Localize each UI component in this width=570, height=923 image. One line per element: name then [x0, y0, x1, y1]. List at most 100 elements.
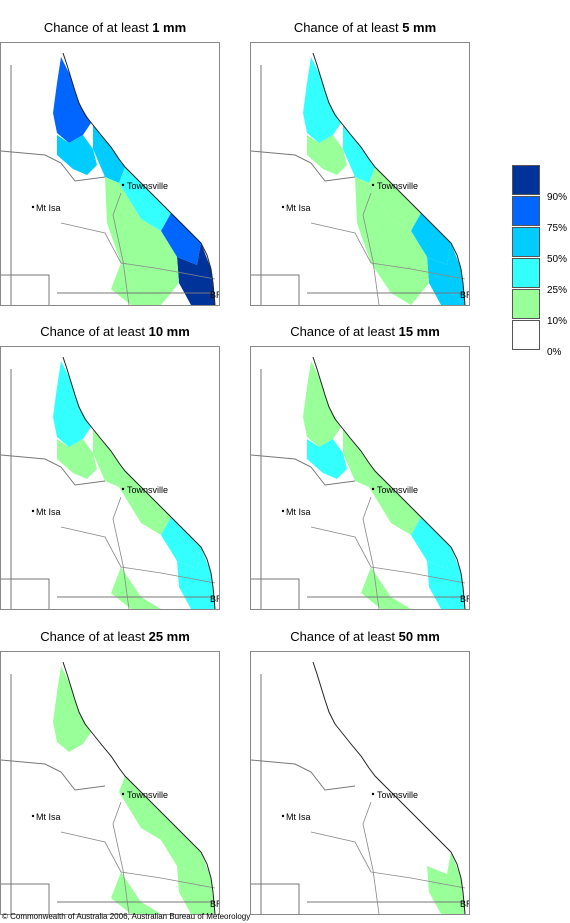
mt-isa-label: Mt Isa — [286, 812, 311, 822]
townsville-label: Townsville — [377, 485, 418, 495]
border-line — [251, 759, 356, 791]
rainfall-region-capricornia — [161, 517, 201, 569]
rainfall-region-wide-bay — [177, 852, 215, 914]
townsville-label: Townsville — [127, 485, 168, 495]
townsville-marker — [121, 183, 125, 187]
rainfall-region-cape-york — [53, 57, 91, 143]
panel-title: Chance of at least 5 mm — [293, 20, 437, 35]
district-line — [60, 526, 216, 584]
district-line — [112, 192, 130, 305]
district-line — [60, 831, 216, 889]
legend-label-50: 50% — [547, 254, 568, 265]
mt-isa-label: Mt Isa — [286, 507, 311, 517]
rainfall-region-inland-south — [361, 567, 411, 609]
border-line — [251, 454, 356, 486]
rainfall-region-tropical-coast — [93, 429, 125, 487]
townsville-marker — [371, 183, 375, 187]
rainfall-region-inland-central — [355, 177, 429, 305]
legend-label-0: 0% — [547, 347, 562, 358]
mt-isa-label: Mt Isa — [36, 812, 61, 822]
border-line — [251, 578, 300, 609]
district-line — [310, 222, 466, 280]
rainfall-region-capricornia — [411, 213, 451, 265]
mt-isa-marker — [281, 814, 285, 818]
mt-isa-marker — [31, 205, 35, 209]
rainfall-map: Townsville Mt Isa BRIS — [0, 42, 220, 306]
mt-isa-marker — [281, 205, 285, 209]
rainfall-region-gulf-east — [57, 439, 97, 479]
coastline — [312, 52, 466, 305]
rainfall-region-capricornia — [411, 517, 451, 569]
copyright-notice: © Commonwealth of Australia 2006, Austra… — [2, 912, 251, 921]
townsville-label: Townsville — [127, 790, 168, 800]
rainfall-region-wide-bay — [427, 852, 465, 914]
rainfall-map: Townsville Mt Isa BRIS — [0, 346, 220, 610]
rainfall-region-inland-south — [111, 872, 161, 914]
coastline — [62, 52, 216, 305]
district-line — [112, 496, 130, 609]
map-svg: Townsville Mt Isa BRIS — [251, 52, 469, 305]
legend-label-75: 75% — [547, 223, 568, 234]
district-line — [112, 801, 130, 914]
mt-isa-label: Mt Isa — [286, 203, 311, 213]
panel-title: Chance of at least 10 mm — [40, 324, 190, 339]
mt-isa-label: Mt Isa — [36, 203, 61, 213]
border-line — [1, 150, 106, 182]
rainfall-region-tropical-coast — [343, 125, 375, 183]
brisbane-label: BRIS — [460, 594, 469, 604]
rainfall-region-wide-bay — [427, 547, 465, 609]
mt-isa-label: Mt Isa — [36, 507, 61, 517]
coastline — [312, 661, 466, 914]
coastline — [62, 356, 216, 609]
legend-swatch-10 — [512, 289, 540, 319]
legend-label-10: 10% — [547, 316, 568, 327]
rainfall-region-wide-bay — [177, 243, 215, 305]
district-line — [60, 222, 216, 280]
rainfall-region-inland-central — [105, 177, 179, 305]
border-line — [1, 274, 50, 305]
rainfall-region-central-coast — [119, 776, 171, 840]
townsville-marker — [371, 792, 375, 796]
rainfall-region-gulf-east — [57, 135, 97, 175]
coastline — [312, 356, 466, 609]
map-svg: Townsville Mt Isa BRIS — [251, 356, 469, 609]
panel-title: Chance of at least 15 mm — [290, 324, 440, 339]
rainfall-region-capricornia — [161, 213, 201, 265]
townsville-marker — [121, 487, 125, 491]
townsville-marker — [121, 792, 125, 796]
townsville-label: Townsville — [127, 181, 168, 191]
rainfall-region-cape-york — [53, 666, 91, 752]
brisbane-label: BRIS — [210, 899, 219, 909]
rainfall-map: Townsville Mt Isa BRIS — [250, 346, 470, 610]
rainfall-region-cape-york — [53, 361, 91, 447]
rainfall-map: Townsville Mt Isa BRIS — [250, 42, 470, 306]
border-line — [251, 883, 300, 914]
brisbane-label: BRIS — [210, 594, 219, 604]
district-line — [362, 801, 380, 914]
rainfall-map: Townsville Mt Isa BRIS — [250, 651, 470, 915]
map-svg: Townsville Mt Isa BRIS — [251, 661, 469, 914]
rainfall-region-inland-south — [111, 567, 161, 609]
border-line — [1, 883, 50, 914]
legend-swatch-90 — [512, 165, 540, 195]
map-svg: Townsville Mt Isa BRIS — [1, 661, 219, 914]
border-line — [1, 759, 106, 791]
border-line — [1, 454, 106, 486]
rainfall-region-wide-bay — [427, 243, 465, 305]
brisbane-label: BRIS — [460, 899, 469, 909]
panel-title: Chance of at least 25 mm — [40, 629, 190, 644]
legend-label-90: 90% — [547, 192, 568, 203]
district-line — [310, 831, 466, 889]
district-line — [362, 192, 380, 305]
panel-title: Chance of at least 50 mm — [290, 629, 440, 644]
townsville-label: Townsville — [377, 790, 418, 800]
legend-swatch-50 — [512, 227, 540, 257]
legend-label-25: 25% — [547, 285, 568, 296]
border-line — [251, 274, 300, 305]
townsville-marker — [371, 487, 375, 491]
rainfall-map: Townsville Mt Isa BRIS — [0, 651, 220, 915]
coastline — [62, 661, 216, 914]
rainfall-region-tropical-coast — [343, 429, 375, 487]
rainfall-region-central-coast — [369, 167, 421, 231]
brisbane-label: BRIS — [210, 290, 219, 300]
